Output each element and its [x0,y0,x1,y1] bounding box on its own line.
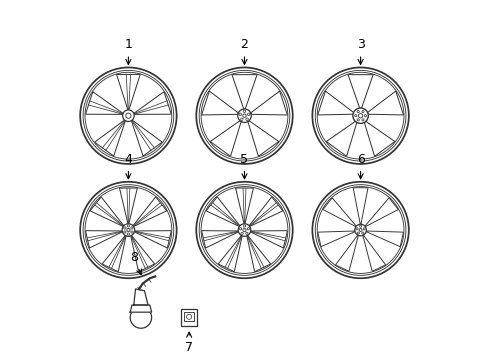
Circle shape [243,229,245,231]
Circle shape [127,225,129,227]
Circle shape [239,113,241,116]
Circle shape [123,231,126,233]
Polygon shape [90,197,123,226]
Polygon shape [205,197,239,226]
Polygon shape [94,121,125,156]
Circle shape [354,224,366,236]
Polygon shape [210,121,241,156]
Polygon shape [322,198,355,226]
Polygon shape [134,289,148,305]
Polygon shape [325,121,356,156]
Polygon shape [116,75,140,109]
Circle shape [125,113,131,118]
Polygon shape [246,236,270,272]
Circle shape [357,232,359,234]
Circle shape [243,225,245,227]
Polygon shape [131,121,162,156]
Circle shape [358,229,361,231]
Polygon shape [218,236,242,272]
Polygon shape [130,305,151,312]
Circle shape [130,231,133,233]
Circle shape [355,228,357,230]
Circle shape [130,227,133,229]
Polygon shape [119,188,137,224]
Circle shape [130,307,151,328]
Circle shape [241,232,243,234]
Circle shape [126,229,130,231]
Polygon shape [130,236,154,272]
Circle shape [364,114,366,117]
Text: 1: 1 [124,39,132,64]
Circle shape [361,111,364,113]
Circle shape [240,118,243,121]
Circle shape [237,109,251,122]
Circle shape [243,110,245,113]
Circle shape [127,233,129,235]
Circle shape [247,113,249,116]
Circle shape [363,228,365,230]
Circle shape [352,108,367,123]
Polygon shape [365,198,398,226]
Polygon shape [134,231,171,248]
FancyBboxPatch shape [181,309,197,327]
Text: 3: 3 [356,39,364,64]
Circle shape [123,227,126,229]
Polygon shape [250,91,287,115]
Polygon shape [335,235,358,271]
Circle shape [354,114,356,117]
Polygon shape [201,91,238,115]
Polygon shape [367,91,403,115]
Circle shape [245,118,248,121]
Text: 2: 2 [240,39,248,64]
Circle shape [122,224,134,236]
Circle shape [245,232,247,234]
Polygon shape [85,231,122,248]
Circle shape [247,228,249,230]
Circle shape [361,119,364,121]
Text: 6: 6 [356,153,364,179]
Polygon shape [250,231,287,248]
Text: 5: 5 [240,153,248,179]
Polygon shape [347,75,372,108]
Circle shape [356,119,359,121]
Polygon shape [247,121,278,156]
Polygon shape [317,91,353,115]
Circle shape [243,114,245,117]
Polygon shape [134,92,171,114]
Circle shape [239,228,241,230]
Polygon shape [249,197,283,226]
Circle shape [358,113,362,118]
Polygon shape [362,235,385,271]
Polygon shape [85,92,122,114]
Polygon shape [364,121,394,156]
Polygon shape [102,236,126,272]
Circle shape [356,111,359,113]
Polygon shape [366,231,403,247]
Circle shape [359,225,361,227]
Text: 7: 7 [185,332,193,354]
Polygon shape [231,75,257,109]
Polygon shape [352,188,367,224]
Polygon shape [317,231,354,247]
Circle shape [361,232,363,234]
Text: 8: 8 [129,251,141,275]
Polygon shape [235,188,253,224]
Circle shape [238,224,250,236]
Circle shape [122,110,134,121]
Polygon shape [133,197,166,226]
Polygon shape [201,231,238,248]
Text: 4: 4 [124,153,132,179]
